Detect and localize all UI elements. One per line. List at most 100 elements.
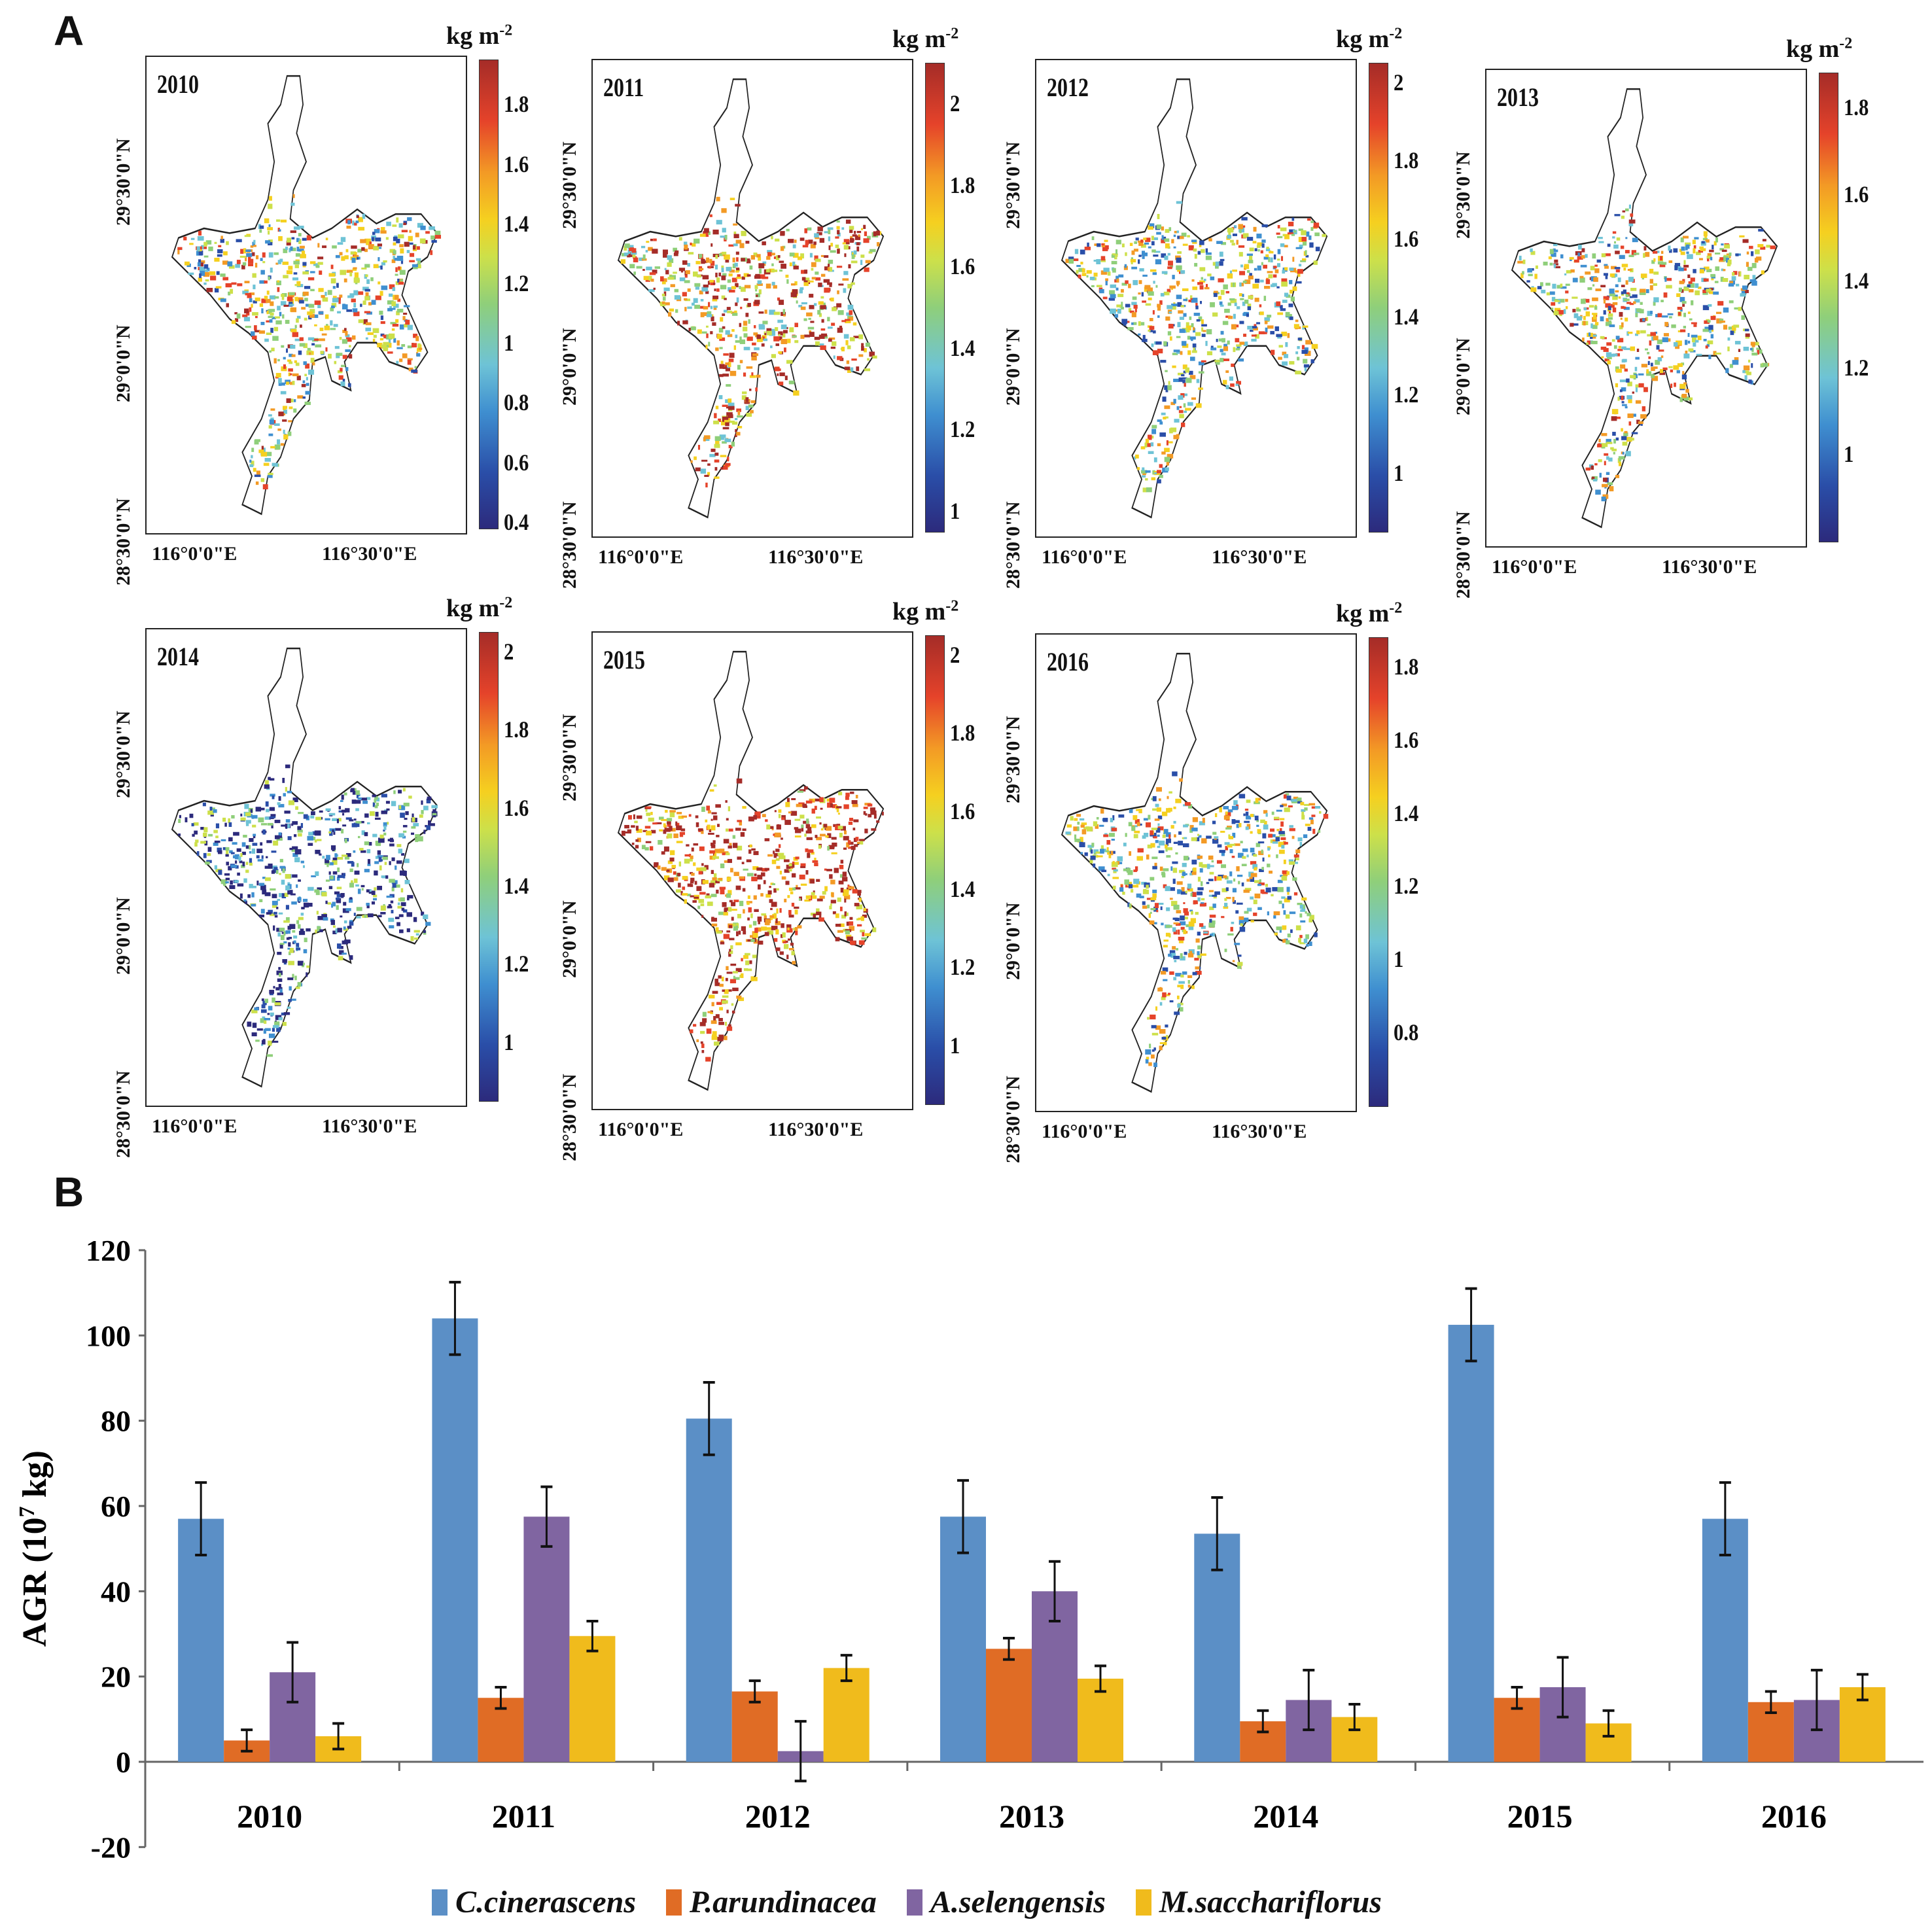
biomass-pixel bbox=[1213, 290, 1218, 294]
biomass-pixel bbox=[828, 264, 830, 267]
biomass-pixel bbox=[1098, 866, 1105, 871]
biomass-pixel bbox=[775, 238, 780, 242]
biomass-pixel bbox=[1719, 259, 1725, 262]
biomass-pixel bbox=[1156, 470, 1161, 474]
biomass-pixel bbox=[293, 272, 298, 275]
biomass-pixel bbox=[708, 341, 711, 347]
biomass-pixel bbox=[722, 1000, 728, 1004]
biomass-pixel bbox=[1304, 366, 1307, 372]
biomass-pixel bbox=[1121, 283, 1127, 286]
biomass-pixel bbox=[285, 905, 289, 910]
biomass-pixel bbox=[386, 221, 391, 226]
biomass-pixel bbox=[723, 934, 730, 939]
biomass-pixel bbox=[1581, 254, 1585, 259]
biomass-pixel bbox=[1151, 435, 1154, 439]
biomass-pixel bbox=[1142, 901, 1146, 905]
biomass-pixel bbox=[1729, 364, 1733, 368]
biomass-pixel bbox=[1256, 245, 1261, 248]
biomass-pixel bbox=[296, 943, 300, 948]
biomass-pixel bbox=[1176, 201, 1183, 204]
biomass-pixel bbox=[1206, 351, 1213, 356]
biomass-pixel bbox=[733, 345, 736, 350]
biomass-pixel bbox=[1299, 913, 1303, 918]
biomass-pixel bbox=[682, 320, 688, 324]
biomass-pixel bbox=[364, 832, 368, 837]
biomass-pixel bbox=[815, 835, 818, 838]
biomass-pixel bbox=[1707, 340, 1713, 345]
biomass-pixel bbox=[304, 401, 311, 406]
biomass-pixel bbox=[1276, 232, 1280, 235]
biomass-pixel bbox=[828, 229, 831, 235]
biomass-pixel bbox=[1167, 796, 1169, 799]
biomass-pixel bbox=[1612, 307, 1617, 313]
biomass-pixel bbox=[746, 413, 752, 417]
biomass-pixel bbox=[311, 875, 317, 877]
biomass-pixel bbox=[1626, 302, 1632, 304]
biomass-pixel bbox=[303, 949, 307, 954]
biomass-pixel bbox=[786, 279, 789, 284]
biomass-pixel bbox=[1729, 300, 1734, 304]
biomass-pixel bbox=[1242, 313, 1248, 316]
biomass-pixel bbox=[827, 326, 833, 329]
biomass-pixel bbox=[364, 264, 370, 268]
biomass-pixel bbox=[741, 230, 746, 236]
biomass-pixel bbox=[811, 277, 816, 280]
biomass-pixel bbox=[408, 796, 412, 799]
biomass-pixel bbox=[753, 332, 758, 336]
biomass-pixel bbox=[1609, 324, 1615, 328]
biomass-pixel bbox=[808, 317, 811, 320]
biomass-pixel bbox=[1104, 239, 1108, 242]
biomass-pixel bbox=[764, 309, 767, 314]
biomass-pixel bbox=[262, 829, 266, 835]
biomass-pixel bbox=[1593, 277, 1598, 282]
biomass-pixel bbox=[1148, 329, 1151, 332]
biomass-pixel bbox=[709, 789, 714, 792]
biomass-pixel bbox=[711, 812, 717, 814]
biomass-pixel bbox=[325, 237, 328, 241]
biomass-pixel bbox=[1717, 301, 1724, 306]
biomass-pixel bbox=[391, 301, 396, 307]
biomass-pixel bbox=[1179, 317, 1184, 320]
biomass-pixel bbox=[1572, 296, 1578, 299]
biomass-pixel bbox=[682, 292, 687, 297]
biomass-pixel bbox=[740, 832, 745, 837]
biomass-pixel bbox=[843, 894, 851, 900]
biomass-pixel bbox=[1168, 227, 1172, 232]
biomass-pixel bbox=[421, 810, 424, 814]
biomass-pixel bbox=[1065, 258, 1072, 263]
biomass-pixel bbox=[1714, 281, 1719, 283]
biomass-pixel bbox=[698, 899, 705, 903]
biomass-pixel bbox=[1278, 345, 1283, 348]
biomass-pixel bbox=[267, 475, 273, 478]
biomass-pixel bbox=[1632, 237, 1638, 243]
biomass-pixel bbox=[1159, 300, 1163, 305]
biomass-pixel bbox=[1727, 260, 1732, 265]
biomass-pixel bbox=[1601, 356, 1604, 359]
biomass-pixel bbox=[1545, 283, 1551, 286]
biomass-pixel bbox=[283, 429, 285, 434]
biomass-pixel bbox=[1554, 307, 1561, 312]
biomass-pixel bbox=[1168, 324, 1174, 329]
biomass-pixel bbox=[1239, 271, 1246, 275]
biomass-pixel bbox=[847, 884, 850, 888]
biomass-pixel bbox=[1674, 262, 1681, 267]
biomass-pixel bbox=[1647, 351, 1650, 355]
biomass-pixel bbox=[391, 857, 395, 862]
biomass-pixel bbox=[307, 843, 313, 846]
biomass-pixel bbox=[315, 816, 322, 820]
biomass-pixel bbox=[224, 873, 230, 876]
biomass-pixel bbox=[694, 238, 700, 244]
biomass-pixel bbox=[1640, 273, 1647, 278]
biomass-pixel bbox=[417, 264, 421, 269]
biomass-pixel bbox=[1620, 245, 1625, 249]
biomass-pixel bbox=[268, 276, 270, 281]
biomass-pixel bbox=[726, 1009, 729, 1013]
biomass-pixel bbox=[1156, 261, 1161, 264]
biomass-pixel bbox=[747, 917, 750, 920]
biomass-pixel bbox=[1208, 922, 1216, 928]
biomass-pixel bbox=[741, 926, 746, 931]
biomass-pixel bbox=[1216, 860, 1222, 864]
biomass-pixel bbox=[361, 888, 364, 891]
biomass-pixel bbox=[1193, 867, 1197, 873]
biomass-pixel bbox=[230, 864, 237, 868]
